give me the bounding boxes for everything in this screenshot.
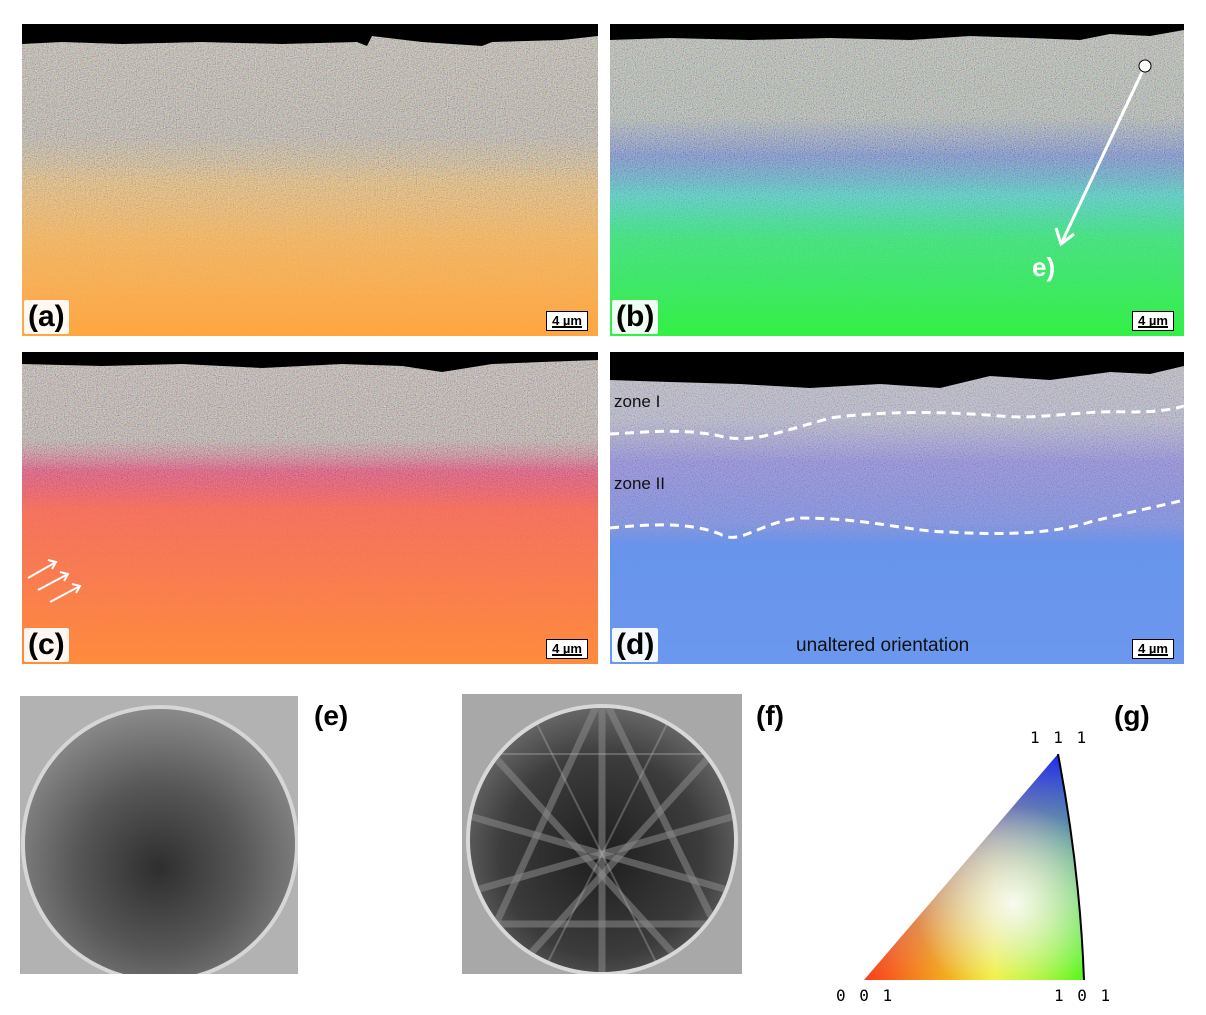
scale-bar-a-text: 4 µm bbox=[552, 313, 582, 328]
surface-d bbox=[610, 352, 1184, 388]
surface-b bbox=[610, 24, 1184, 40]
zone-2-label: zone II bbox=[614, 474, 666, 493]
orientation-map-a bbox=[22, 24, 598, 336]
panel-label-a: (a) bbox=[24, 300, 69, 334]
scale-bar-a: 4 µm bbox=[546, 311, 588, 331]
ipf-color-key bbox=[864, 753, 1085, 981]
orientation-map-d bbox=[610, 352, 1184, 664]
scale-bar-b-text: 4 µm bbox=[1138, 313, 1168, 328]
direction-arrows bbox=[27, 559, 82, 603]
scale-bar-c-text: 4 µm bbox=[552, 641, 582, 656]
zone-1-label: zone I bbox=[614, 392, 661, 411]
line-profile-arrowhead bbox=[1054, 227, 1075, 247]
orientation-map-c bbox=[22, 352, 598, 664]
line-profile-start-point bbox=[1138, 59, 1152, 73]
panel-label-f: (f) bbox=[756, 700, 784, 731]
ebsd-map-c: (c) 4 µm bbox=[22, 352, 598, 664]
scale-bar-b-line bbox=[1138, 326, 1168, 328]
kikuchi-pattern-f bbox=[462, 694, 742, 974]
path-label-e: e) bbox=[1032, 252, 1056, 282]
diffraction-pattern-e bbox=[20, 696, 298, 974]
kikuchi-pattern-e bbox=[20, 696, 298, 974]
scale-bar-c: 4 µm bbox=[546, 639, 588, 659]
ipf-vertex-111: 1 1 1 bbox=[1030, 728, 1089, 747]
surface-a bbox=[22, 24, 598, 46]
scale-bar-c-line bbox=[552, 654, 582, 656]
ebsd-map-d: zone I zone II unaltered orientation (d)… bbox=[610, 352, 1184, 664]
diffraction-pattern-f bbox=[462, 694, 742, 974]
ipf-vertex-001: 0 0 1 bbox=[836, 986, 895, 1005]
line-profile-path bbox=[1060, 67, 1146, 243]
ebsd-map-b: e) (b) 4 µm bbox=[610, 24, 1184, 336]
surface-c bbox=[22, 352, 598, 372]
panel-label-c: (c) bbox=[24, 628, 69, 662]
ipf-vertex-101: 1 0 1 bbox=[1054, 986, 1113, 1005]
ebsd-map-a: (a) 4 µm bbox=[22, 24, 598, 336]
panel-label-g: (g) bbox=[1114, 700, 1150, 731]
panel-label-b: (b) bbox=[612, 300, 659, 334]
panel-label-e: (e) bbox=[314, 700, 349, 731]
scale-bar-d: 4 µm bbox=[1132, 639, 1174, 659]
scale-bar-d-text: 4 µm bbox=[1138, 641, 1168, 656]
scale-bar-d-line bbox=[1138, 654, 1168, 656]
orientation-map-b bbox=[610, 24, 1184, 336]
panel-label-d: (d) bbox=[612, 628, 659, 662]
scale-bar-a-line bbox=[552, 326, 582, 328]
scale-bar-b: 4 µm bbox=[1132, 311, 1174, 331]
zone-boundary-2 bbox=[610, 498, 1184, 539]
unaltered-orientation-label: unaltered orientation bbox=[796, 635, 970, 656]
